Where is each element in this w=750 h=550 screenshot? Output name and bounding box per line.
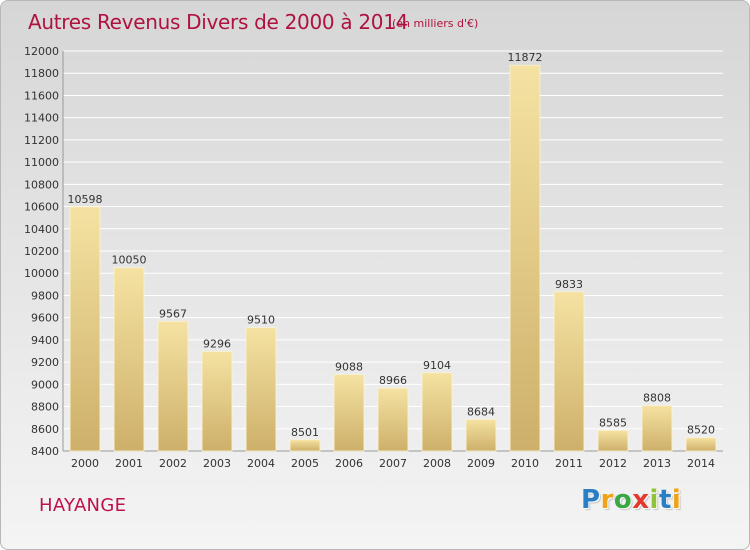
logo-letter: o [613, 485, 633, 515]
x-tick-label-2006: 2006 [335, 457, 363, 470]
data-label-2009: 8684 [467, 405, 495, 418]
data-label-2013: 8808 [643, 392, 671, 405]
logo-letter: x [632, 485, 650, 515]
y-tick-label: 8600 [31, 423, 59, 436]
x-tick-label-2010: 2010 [511, 457, 539, 470]
bar-2012 [597, 430, 629, 452]
bar-2000 [69, 206, 101, 452]
x-tick-label-2011: 2011 [555, 457, 583, 470]
x-tick-label-2004: 2004 [247, 457, 275, 470]
y-tick-label: 9000 [31, 378, 59, 391]
logo-letter: r [600, 485, 614, 515]
data-label-2005: 8501 [291, 426, 319, 439]
bar-2001 [113, 267, 145, 452]
bar-2009 [465, 419, 497, 452]
x-tick-label-2001: 2001 [115, 457, 143, 470]
data-label-2006: 9088 [335, 361, 363, 374]
y-tick-label: 8800 [31, 401, 59, 414]
bar-2011 [553, 291, 585, 452]
y-tick-label: 10000 [24, 267, 59, 280]
bar-2003 [201, 351, 233, 452]
y-tick-label: 12000 [24, 45, 59, 58]
bar-2006 [333, 374, 365, 452]
x-tick-label-2000: 2000 [71, 457, 99, 470]
bar-2013 [641, 405, 673, 452]
bar-2004 [245, 327, 277, 452]
x-tick-label-2008: 2008 [423, 457, 451, 470]
data-label-2003: 9296 [203, 337, 231, 350]
location-label: HAYANGE [39, 495, 127, 516]
data-label-2010: 11872 [508, 51, 543, 64]
data-label-2007: 8966 [379, 374, 407, 387]
x-tick-label-2003: 2003 [203, 457, 231, 470]
data-label-2011: 9833 [555, 278, 583, 291]
bars [69, 64, 717, 452]
bar-2002 [157, 320, 189, 452]
data-label-2002: 9567 [159, 307, 187, 320]
data-label-2008: 9104 [423, 359, 451, 372]
x-tick-label-2005: 2005 [291, 457, 319, 470]
logo-letter: P [581, 485, 601, 515]
x-axis: 2000 2001 2002 2003 2004 2005 2006 2007 2008 2009… [71, 457, 715, 470]
x-tick-label-2012: 2012 [599, 457, 627, 470]
y-axis: 8400 8600 8800 9000 9200 9400 9600 9800 10000 102… [24, 45, 723, 458]
bar-2008 [421, 372, 453, 452]
y-tick-label: 11200 [24, 134, 59, 147]
y-tick-label: 9600 [31, 312, 59, 325]
x-tick-label-2013: 2013 [643, 457, 671, 470]
y-tick-label: 8400 [31, 445, 59, 458]
y-tick-label: 11000 [24, 156, 59, 169]
x-tick-label-2007: 2007 [379, 457, 407, 470]
logo-letter: i [649, 485, 659, 515]
data-label-2014: 8520 [687, 424, 715, 437]
y-tick-label: 9200 [31, 356, 59, 369]
y-tick-label: 11400 [24, 112, 59, 125]
y-tick-label: 9800 [31, 289, 59, 302]
bar-2007 [377, 387, 409, 452]
x-tick-label-2014: 2014 [687, 457, 715, 470]
data-label-2004: 9510 [247, 314, 275, 327]
y-tick-label: 10800 [24, 178, 59, 191]
chart-title: Autres Revenus Divers de 2000 à 2014 [28, 10, 409, 34]
y-tick-label: 10400 [24, 223, 59, 236]
logo-letter: i [671, 485, 682, 515]
x-tick-label-2002: 2002 [159, 457, 187, 470]
data-label-2000: 10598 [68, 193, 103, 206]
data-label-2001: 10050 [112, 254, 147, 267]
x-tick-label-2009: 2009 [467, 457, 495, 470]
y-tick-label: 10200 [24, 245, 59, 258]
data-label-2012: 8585 [599, 416, 627, 429]
bar-2010 [509, 64, 541, 452]
chart-subtitle: (en milliers d'€) [392, 17, 479, 30]
y-tick-label: 11800 [24, 67, 59, 80]
y-tick-label: 9400 [31, 334, 59, 347]
y-tick-label: 10600 [24, 201, 59, 214]
y-tick-label: 11600 [24, 89, 59, 102]
bar-2005 [289, 439, 321, 452]
logo-letter: t [658, 485, 672, 515]
bar-2014 [685, 437, 717, 452]
proxiti-logo: Proxiti [581, 485, 681, 515]
data-labels: 10598 10050 9567 9296 9510 8501 9088 8966 9104 86… [68, 51, 716, 439]
